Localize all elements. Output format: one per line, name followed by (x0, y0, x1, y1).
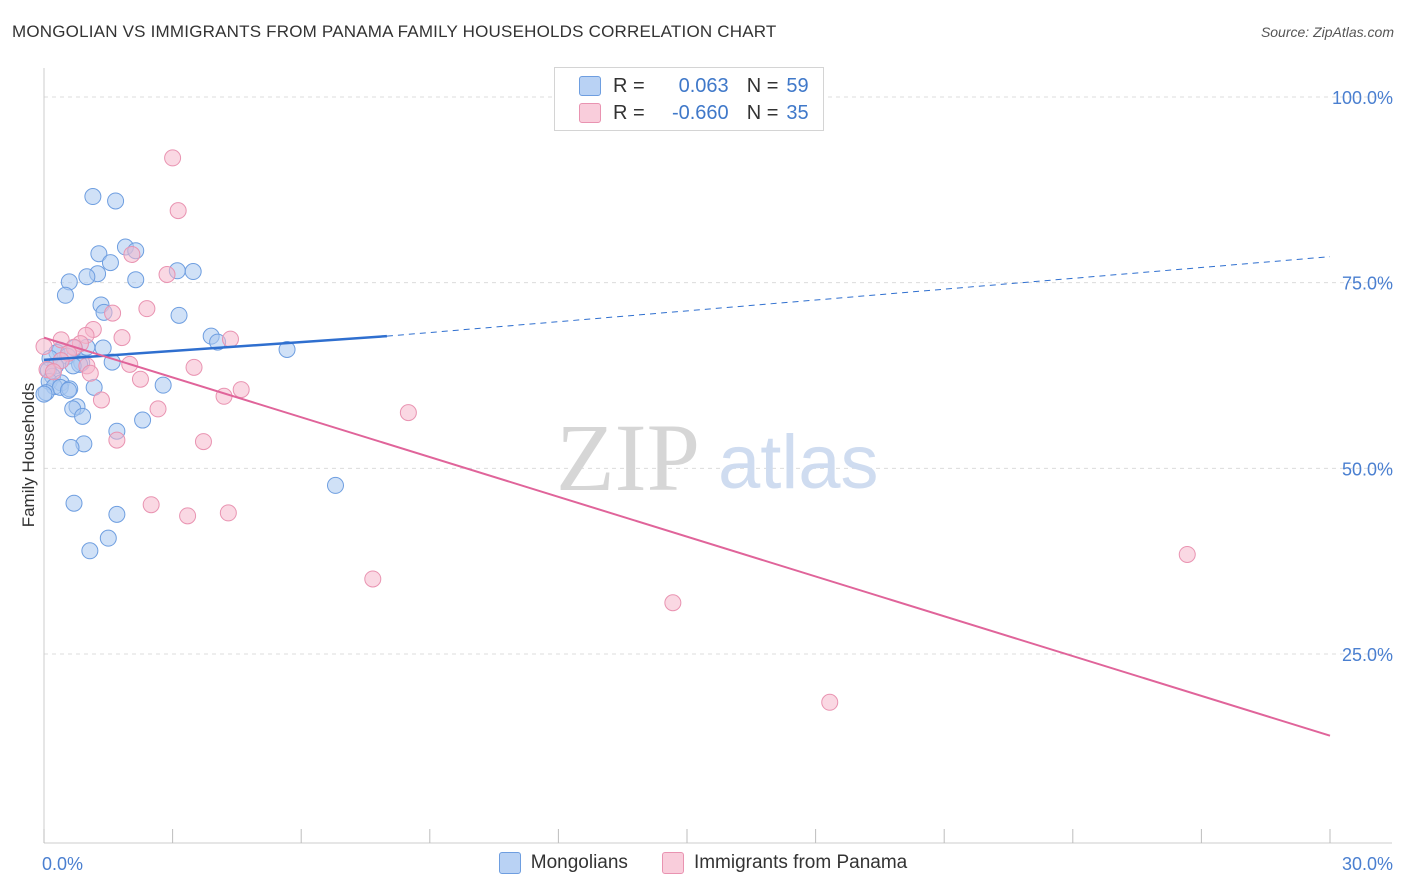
point-mongolians (108, 505, 126, 523)
legend-swatch-mongolians (579, 76, 601, 96)
point-panama (44, 363, 62, 381)
point-mongolians (278, 341, 296, 359)
point-panama (35, 338, 53, 356)
point-panama (221, 330, 239, 348)
y-tick-label: 25.0% (1342, 645, 1393, 665)
point-mongolians (59, 381, 77, 399)
series-swatch-panama (661, 852, 684, 874)
legend-swatch-panama (579, 103, 601, 123)
legend-row-panama: R = -0.660 N = 35 (579, 100, 809, 126)
point-mongolians (81, 542, 99, 560)
point-mongolians (90, 245, 108, 263)
point-mongolians (326, 476, 344, 494)
y-tick-label: 100.0% (1332, 88, 1393, 108)
point-panama (113, 329, 131, 347)
point-panama (399, 404, 417, 422)
trend-line-panama (43, 336, 1331, 737)
watermark-atlas: atlas (718, 420, 879, 505)
y-axis-label: Family Households (19, 383, 38, 528)
point-panama (149, 400, 167, 418)
point-panama (164, 149, 182, 167)
legend-r-label: R = (613, 101, 645, 124)
scatter-points (35, 149, 1196, 711)
point-panama (664, 594, 682, 612)
legend-n-value: 35 (786, 101, 809, 124)
x-tick-label: 30.0% (1342, 854, 1393, 874)
legend-n-label: N = (746, 74, 779, 97)
point-mongolians (56, 286, 74, 304)
point-panama (131, 370, 149, 388)
series-legend-mongolians: Mongolians (498, 852, 628, 874)
point-panama (232, 381, 250, 399)
correlation-legend: R = 0.063 N = 59 R = -0.660 N = 35 (554, 67, 824, 131)
point-panama (142, 496, 160, 514)
legend-r-value: 0.063 (678, 74, 729, 97)
point-mongolians (35, 385, 53, 403)
point-mongolians (84, 188, 102, 206)
point-panama (138, 300, 156, 318)
legend-n-value: 59 (786, 74, 809, 97)
trend-line-mongolians-dashed (386, 256, 1331, 337)
legend-row-mongolians: R = 0.063 N = 59 (579, 73, 809, 99)
tick-labels: 25.0% 50.0% 75.0% 100.0% 0.0% 30.0% (42, 88, 1393, 874)
point-mongolians (74, 407, 92, 425)
series-swatch-mongolians (498, 852, 521, 874)
point-panama (364, 570, 382, 588)
x-tick-label: 0.0% (42, 854, 83, 874)
point-mongolians (78, 268, 96, 286)
point-mongolians (107, 192, 125, 210)
gridlines (44, 96, 1392, 655)
legend-r-label: R = (613, 74, 645, 97)
series-label-panama: Immigrants from Panama (693, 852, 908, 873)
point-panama (1178, 545, 1196, 563)
point-mongolians (127, 271, 145, 289)
point-mongolians (134, 411, 152, 429)
point-panama (81, 364, 99, 382)
point-panama (179, 507, 197, 525)
legend-n-label: N = (746, 101, 779, 124)
point-mongolians (65, 494, 83, 512)
point-mongolians (101, 254, 119, 272)
point-panama (821, 693, 839, 711)
point-panama (194, 433, 212, 451)
point-panama (169, 202, 187, 220)
watermark-zip: ZIP (556, 404, 700, 511)
point-mongolians (99, 529, 117, 547)
point-panama (104, 304, 122, 322)
y-tick-label: 75.0% (1342, 274, 1393, 294)
point-panama (158, 265, 176, 283)
y-tick-label: 50.0% (1342, 459, 1393, 479)
point-panama (108, 431, 126, 449)
legend-r-value: -0.660 (671, 101, 729, 124)
trend-lines (43, 256, 1331, 737)
series-legend-panama: Immigrants from Panama (661, 852, 908, 874)
source-label: Source: ZipAtlas.com (1260, 24, 1394, 40)
axes (43, 68, 1392, 844)
point-panama (185, 358, 203, 376)
point-panama (219, 504, 237, 522)
series-label-mongolians: Mongolians (530, 852, 628, 873)
point-panama (123, 245, 141, 263)
series-legend: Mongolians Immigrants from Panama (0, 852, 1406, 874)
point-mongolians (184, 263, 202, 281)
point-mongolians (170, 306, 188, 324)
chart-title: MONGOLIAN VS IMMIGRANTS FROM PANAMA FAMI… (12, 22, 777, 41)
point-mongolians (154, 376, 172, 394)
point-panama (92, 391, 110, 409)
point-mongolians (62, 439, 80, 457)
